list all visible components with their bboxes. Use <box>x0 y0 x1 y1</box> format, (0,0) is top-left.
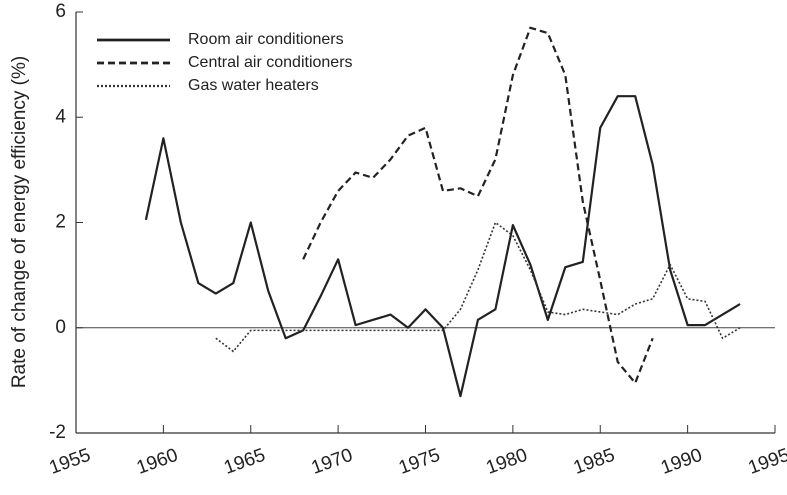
y-tick-label: 6 <box>55 1 66 22</box>
y-axis-label: Rate of change of energy efficiency (%) <box>9 56 30 388</box>
x-tick-label: 1985 <box>571 445 618 479</box>
x-tick-label: 1975 <box>396 445 443 479</box>
y-tick-label: -2 <box>49 422 66 443</box>
y-tick-label: 4 <box>55 106 66 127</box>
x-tick-label: 1995 <box>746 445 787 479</box>
series-line <box>215 221 741 353</box>
x-tick-label: 1965 <box>221 445 268 479</box>
legend-label: Room air conditioners <box>188 31 344 48</box>
y-tick-label: 2 <box>55 212 66 233</box>
y-tick-label: 0 <box>55 317 66 338</box>
x-tick-label: 1980 <box>483 445 530 479</box>
legend-label: Central air conditioners <box>188 54 353 71</box>
x-tick-label: 1990 <box>658 445 705 479</box>
legend-label: Gas water heaters <box>188 77 319 94</box>
x-tick-label: 1955 <box>47 445 94 479</box>
series-line <box>144 95 741 398</box>
series-line <box>302 26 654 385</box>
x-tick-label: 1970 <box>309 445 356 479</box>
x-tick-label: 1960 <box>134 445 181 479</box>
